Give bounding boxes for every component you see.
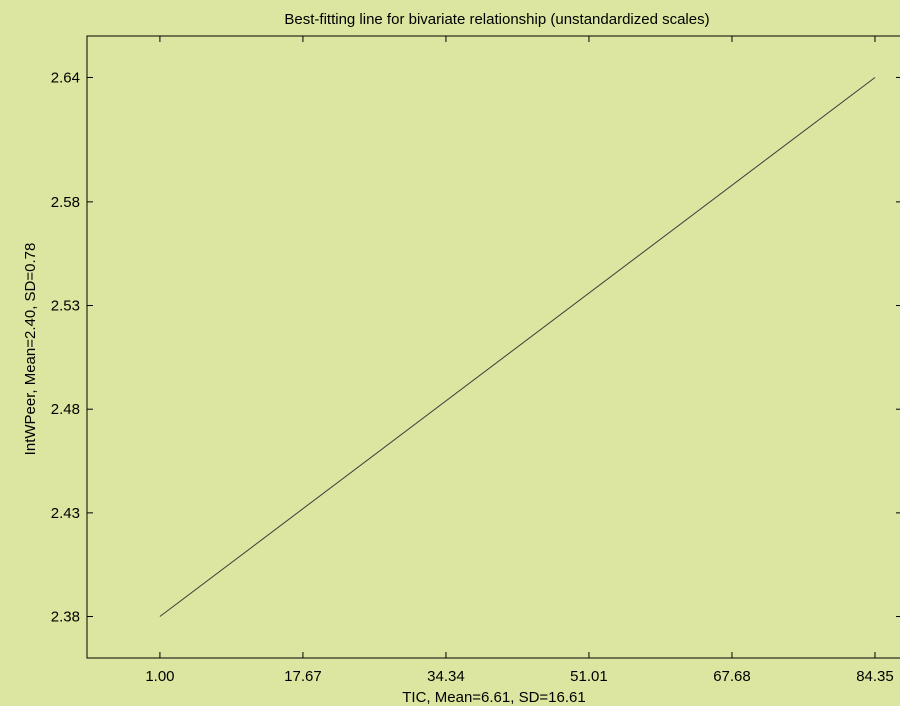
y-tick-label: 2.58 (51, 194, 80, 211)
x-tick-label: 1.00 (145, 668, 174, 685)
x-tick-label: 84.35 (856, 668, 894, 685)
best-fit-line (159, 77, 876, 617)
chart-title: Best-fitting line for bivariate relation… (284, 11, 709, 28)
x-tick-label: 34.34 (427, 668, 465, 685)
y-tick-label: 2.48 (51, 401, 80, 418)
y-tick-label: 2.38 (51, 609, 80, 626)
plot-frame (86, 35, 900, 659)
x-tick-label: 67.68 (713, 668, 751, 685)
x-axis-label: TIC, Mean=6.61, SD=16.61 (402, 689, 585, 706)
x-tick-label: 17.67 (284, 668, 322, 685)
y-axis-label: IntWPeer, Mean=2.40, SD=0.78 (22, 243, 39, 456)
y-tick-label: 2.43 (51, 505, 80, 522)
y-tick-label: 2.64 (51, 69, 80, 86)
x-tick-label: 51.01 (570, 668, 608, 685)
x-axis-ticks: 1.00 17.67 34.34 51.01 67.68 84.35 (145, 36, 894, 685)
y-axis-ticks: 2.38 2.43 2.48 2.53 2.58 2.64 (51, 69, 900, 626)
y-tick-label: 2.53 (51, 298, 80, 315)
